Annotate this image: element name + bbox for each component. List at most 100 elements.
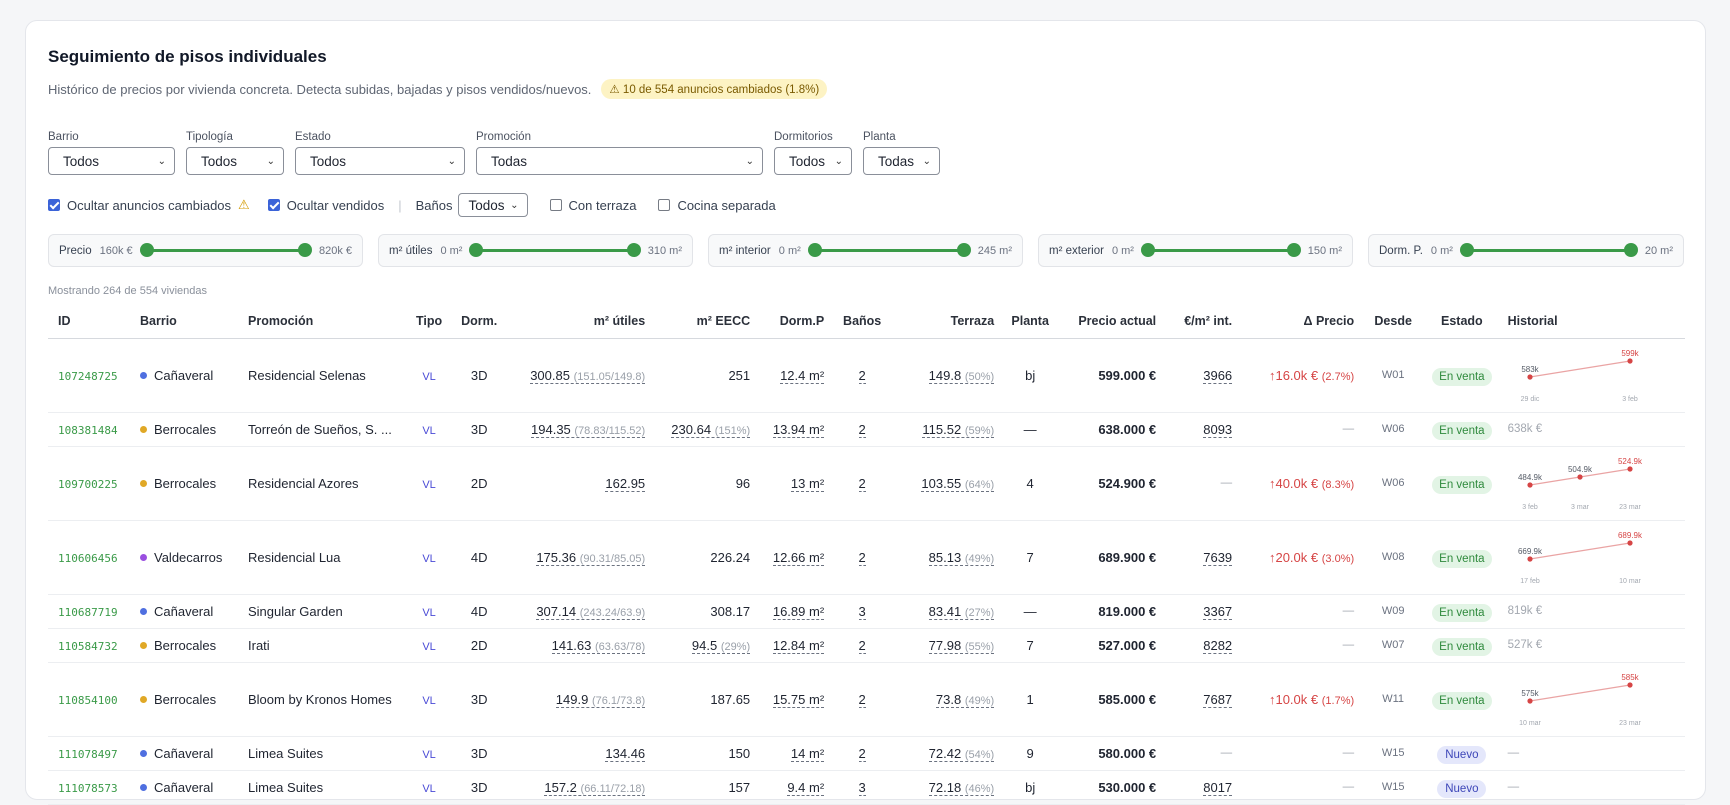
m2-utiles-value[interactable]: 141.63 (63.63/78) <box>551 637 646 654</box>
terraza-value[interactable]: 72.18 (46%) <box>928 779 995 796</box>
tipologia-select[interactable]: Todos ⌄ <box>186 147 284 175</box>
listing-id-link[interactable]: 110584732 <box>58 639 118 653</box>
sparkline-point[interactable] <box>1626 682 1633 688</box>
range-min-handle[interactable] <box>1459 243 1474 257</box>
table-row[interactable]: 111078497 Cañaveral Limea Suites VL 3D 134.46… <box>48 736 1685 771</box>
eur-m2-value[interactable]: 3966 <box>1203 367 1233 384</box>
col-banos[interactable]: Baños <box>832 305 893 339</box>
col-desde[interactable]: Desde <box>1362 305 1425 339</box>
eur-m2-value[interactable]: 8282 <box>1203 637 1233 654</box>
m2-utiles-value[interactable]: 194.35 (78.83/115.52) <box>531 421 646 438</box>
range-max-handle[interactable] <box>1623 243 1638 257</box>
range-max-handle[interactable] <box>1286 243 1301 257</box>
table-row[interactable]: 110584732 Berrocales Irati VL 2D 141.63 (63.6… <box>48 628 1685 663</box>
col-m2-utiles[interactable]: m² útiles <box>508 305 654 339</box>
col-m2-eecc[interactable]: m² EECC <box>653 305 759 339</box>
eur-m2-value[interactable]: 7687 <box>1203 691 1233 708</box>
banos-value[interactable]: 2 <box>858 475 866 492</box>
m2-utiles-value[interactable]: 175.36 (90.31/85.05) <box>536 549 646 566</box>
col-barrio[interactable]: Barrio <box>132 305 240 339</box>
banos-value[interactable]: 3 <box>858 603 866 620</box>
m2-utiles-value[interactable]: 300.85 (151.05/149.8) <box>530 367 646 384</box>
banos-value[interactable]: 2 <box>858 637 866 654</box>
listing-id-link[interactable]: 110687719 <box>58 605 118 619</box>
terraza-value[interactable]: 83.41 (27%) <box>928 603 995 620</box>
terraza-value[interactable]: 72.42 (54%) <box>928 745 995 762</box>
dorm-p-value[interactable]: 14 m² <box>790 745 825 762</box>
range-min-handle[interactable] <box>139 243 154 257</box>
table-row[interactable]: 109700225 Berrocales Residencial Azores VL 2… <box>48 446 1685 521</box>
col-id[interactable]: ID <box>48 305 132 339</box>
col-promocion[interactable]: Promoción <box>240 305 408 339</box>
terraza-value[interactable]: 103.55 (64%) <box>921 475 995 492</box>
listing-id-link[interactable]: 111078497 <box>58 747 118 761</box>
hide-changed-checkbox[interactable]: Ocultar anuncios cambiados ⚠ <box>48 197 250 213</box>
table-row[interactable]: 110854100 Berrocales Bloom by Kronos Homes… <box>48 662 1685 737</box>
m2-utiles-value[interactable]: 162.95 <box>605 475 646 492</box>
dorm-p-value[interactable]: 16.89 m² <box>772 603 825 620</box>
banos-value[interactable]: 3 <box>858 779 866 796</box>
col-eur-m2[interactable]: €/m² int. <box>1164 305 1241 339</box>
price-history-sparkline[interactable]: 575k 10 mar 585k 23 mar <box>1508 667 1658 731</box>
cocina-checkbox[interactable]: Cocina separada <box>658 198 776 213</box>
sparkline-point[interactable] <box>1626 466 1633 472</box>
sparkline-point[interactable] <box>1626 358 1633 364</box>
listing-id-link[interactable]: 111078573 <box>58 781 118 795</box>
range-max-handle[interactable] <box>297 243 312 257</box>
range-min-handle[interactable] <box>807 243 822 257</box>
col-precio-actual[interactable]: Precio actual <box>1058 305 1165 339</box>
dorm-p-value[interactable]: 13.94 m² <box>772 421 825 438</box>
listing-id-link[interactable]: 107248725 <box>58 369 118 383</box>
planta-select[interactable]: Todas ⌄ <box>863 147 940 175</box>
dorm-p-value[interactable]: 13 m² <box>790 475 825 492</box>
col-estado[interactable]: Estado <box>1424 305 1500 339</box>
estado-select[interactable]: Todos ⌄ <box>295 147 465 175</box>
terraza-value[interactable]: 73.8 (49%) <box>935 691 995 708</box>
dorm-p-value[interactable]: 12.66 m² <box>772 549 825 566</box>
table-row[interactable]: 111078573 Cañaveral Limea Suites VL 3D 157.2 … <box>48 770 1685 805</box>
banos-value[interactable]: 2 <box>858 745 866 762</box>
price-history-sparkline[interactable]: 669.9k 17 feb 689.9k 10 mar <box>1508 525 1658 589</box>
hide-sold-checkbox[interactable]: Ocultar vendidos <box>267 198 384 213</box>
col-dorm-p[interactable]: Dorm.P <box>758 305 833 339</box>
terraza-value[interactable]: 115.52 (59%) <box>922 421 995 438</box>
table-row[interactable]: 108381484 Berrocales Torreón de Sueños, S.… <box>48 412 1685 447</box>
price-history-sparkline[interactable]: 583k 29 dic 599k 3 feb <box>1508 343 1658 407</box>
dorm-p-value[interactable]: 15.75 m² <box>772 691 825 708</box>
col-dorm[interactable]: Dorm. <box>450 305 509 339</box>
range-max-handle[interactable] <box>626 243 641 257</box>
promocion-select[interactable]: Todas ⌄ <box>476 147 763 175</box>
terraza-checkbox[interactable]: Con terraza <box>549 198 636 213</box>
banos-select[interactable]: Todos ⌄ <box>457 193 528 217</box>
sparkline-point[interactable] <box>1526 556 1533 562</box>
listing-id-link[interactable]: 108381484 <box>58 423 118 437</box>
col-delta-precio[interactable]: Δ Precio <box>1240 305 1363 339</box>
m2-utiles-value[interactable]: 307.14 (243.24/63.9) <box>536 603 646 620</box>
m2-eecc-value[interactable]: 230.64 (151%) <box>671 421 751 438</box>
terraza-value[interactable]: 85.13 (49%) <box>928 549 995 566</box>
m2-eecc-value[interactable]: 94.5 (29%) <box>691 637 751 654</box>
dorm-p-value[interactable]: 9.4 m² <box>787 779 825 796</box>
eur-m2-value[interactable]: 8017 <box>1203 779 1233 796</box>
terraza-value[interactable]: 77.98 (55%) <box>928 637 995 654</box>
listing-id-link[interactable]: 110854100 <box>58 693 118 707</box>
dorm-p-value[interactable]: 12.4 m² <box>780 367 825 384</box>
eur-m2-value[interactable]: 3367 <box>1203 603 1233 620</box>
m2-utiles-value[interactable]: 134.46 <box>605 745 646 762</box>
col-terraza[interactable]: Terraza <box>892 305 1003 339</box>
range-max-handle[interactable] <box>956 243 971 257</box>
range-min-handle[interactable] <box>469 243 484 257</box>
banos-value[interactable]: 2 <box>858 421 866 438</box>
table-row[interactable]: 110687719 Cañaveral Singular Garden VL 4D 307… <box>48 594 1685 629</box>
m2-utiles-value[interactable]: 149.9 (76.1/73.8) <box>555 691 646 708</box>
range-min-handle[interactable] <box>1140 243 1155 257</box>
eur-m2-value[interactable]: 7639 <box>1203 549 1233 566</box>
price-history-sparkline[interactable]: 484.9k 3 feb 504.9k 3 mar 524.9k 23 mar <box>1508 451 1658 515</box>
m2-utiles-value[interactable]: 157.2 (66.11/72.18) <box>544 779 646 796</box>
sparkline-point[interactable] <box>1526 482 1533 488</box>
terraza-value[interactable]: 149.8 (50%) <box>928 367 995 384</box>
sparkline-point[interactable] <box>1626 540 1633 546</box>
barrio-select[interactable]: Todos ⌄ <box>48 147 175 175</box>
col-tipo[interactable]: Tipo <box>408 305 451 339</box>
sparkline-point[interactable] <box>1526 698 1533 704</box>
